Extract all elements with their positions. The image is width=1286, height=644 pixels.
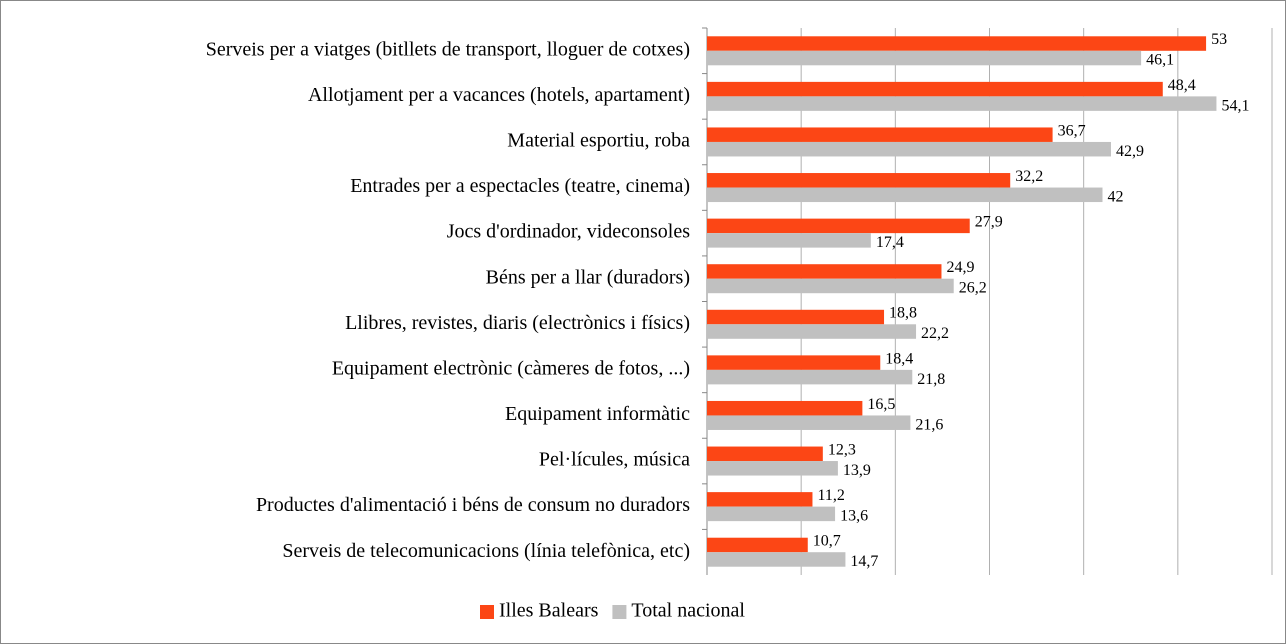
y-tick-label: Entrades per a espectacles (teatre, cine… xyxy=(350,175,690,197)
y-tick-label: Equipament informàtic xyxy=(505,403,690,425)
y-tick-label: Serveis per a viatges (bitllets de trans… xyxy=(206,38,690,60)
bar xyxy=(707,369,913,385)
y-tick-label: Jocs d'ordinador, videconsoles xyxy=(447,221,691,243)
data-label: 10,7 xyxy=(813,533,841,550)
bar xyxy=(707,355,881,370)
data-label: 18,8 xyxy=(889,305,917,322)
y-tick-label: Material esportiu, roba xyxy=(507,130,690,152)
data-label: 27,9 xyxy=(975,214,1003,231)
data-label: 53 xyxy=(1211,31,1227,48)
bar xyxy=(707,96,1217,111)
bar xyxy=(707,233,871,248)
data-label: 42 xyxy=(1108,188,1124,205)
data-label: 13,6 xyxy=(840,508,868,525)
bar xyxy=(707,218,970,234)
bar xyxy=(707,446,823,462)
data-label: 12,3 xyxy=(828,441,856,458)
legend-label: Illes Balears xyxy=(499,600,599,622)
y-tick-label: Productes d'alimentació i béns de consum… xyxy=(256,494,690,516)
data-label: 21,8 xyxy=(917,371,945,388)
data-label: 32,2 xyxy=(1015,168,1043,185)
bar xyxy=(707,264,942,279)
bar xyxy=(707,127,1053,142)
data-label: 21,6 xyxy=(915,416,943,433)
data-label: 48,4 xyxy=(1168,77,1196,94)
data-label: 16,5 xyxy=(867,396,895,413)
bar xyxy=(707,415,911,430)
data-label: 42,9 xyxy=(1116,143,1144,160)
bar xyxy=(707,400,863,416)
bar xyxy=(707,36,1207,51)
bar xyxy=(707,506,836,522)
bar xyxy=(707,552,846,567)
data-label: 14,7 xyxy=(850,553,878,570)
data-label: 13,9 xyxy=(843,462,871,479)
bar xyxy=(707,492,813,507)
y-tick-label: Serveis de telecomunicacions (línia tele… xyxy=(282,540,690,562)
legend-label: Total nacional xyxy=(631,600,745,622)
bar xyxy=(707,141,1111,157)
legend-swatch xyxy=(612,605,627,619)
bar xyxy=(707,324,917,339)
y-tick-label: Béns per a llar (duradors) xyxy=(486,266,690,288)
bar xyxy=(707,187,1103,203)
data-label: 54,1 xyxy=(1221,97,1249,114)
data-label: 46,1 xyxy=(1146,52,1174,69)
bar xyxy=(707,309,885,325)
data-label: 26,2 xyxy=(959,280,987,297)
bar xyxy=(707,50,1142,66)
y-tick-label: Allotjament per a vacances (hotels, apar… xyxy=(308,84,690,106)
data-label: 18,4 xyxy=(885,350,913,367)
bar xyxy=(707,173,1011,188)
y-tick-label: Equipament electrònic (càmeres de fotos,… xyxy=(332,357,690,379)
legend-swatch xyxy=(480,605,494,619)
bar xyxy=(707,81,1163,97)
data-label: 17,4 xyxy=(876,234,904,251)
y-tick-label: Pel·lícules, música xyxy=(539,449,690,471)
data-label: 11,2 xyxy=(817,487,844,504)
bar xyxy=(707,278,954,294)
y-tick-label: Llibres, revistes, diaris (electrònics i… xyxy=(345,312,690,334)
bar xyxy=(707,461,838,476)
data-label: 36,7 xyxy=(1058,122,1086,139)
data-label: 24,9 xyxy=(946,259,974,276)
bar xyxy=(707,537,808,553)
data-label: 22,2 xyxy=(921,325,949,342)
